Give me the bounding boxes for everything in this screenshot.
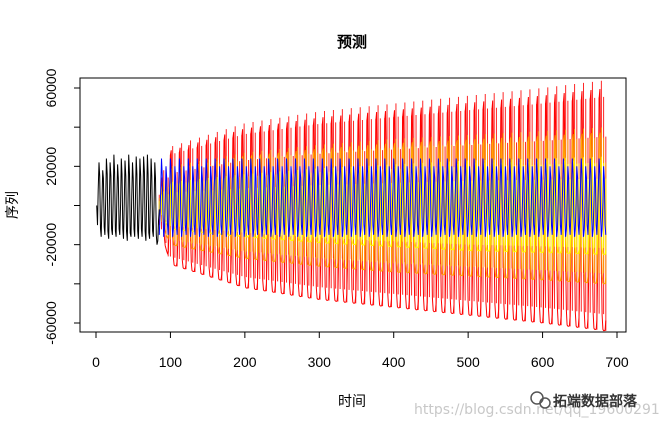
- watermark-url: https://blog.csdn.net/qq_19600291: [414, 402, 660, 418]
- x-tick-label: 300: [308, 354, 332, 370]
- forecast-series-line: [158, 158, 607, 237]
- x-axis-label: 时间: [338, 394, 366, 410]
- wechat-icon: [530, 391, 551, 409]
- x-tick-label: 400: [382, 354, 406, 370]
- y-axis-label: 序列: [5, 191, 21, 219]
- x-tick-label: 500: [456, 354, 480, 370]
- forecast-bands: [158, 80, 607, 332]
- y-axis: -60000 -20000 20000 60000: [43, 68, 81, 345]
- observed-series-line: [96, 154, 160, 245]
- watermark: https://blog.csdn.net/qq_19600291 拓端数据部落: [414, 391, 660, 418]
- chart-title: 预测: [337, 33, 367, 51]
- x-tick-label: 200: [233, 354, 257, 370]
- x-tick-label: 700: [605, 354, 629, 370]
- y-tick-label: 60000: [43, 68, 59, 107]
- y-tick-label: -60000: [43, 301, 59, 345]
- watermark-brand: 拓端数据部落: [553, 393, 638, 410]
- y-tick-label: 20000: [43, 147, 59, 186]
- x-tick-label: 600: [531, 354, 555, 370]
- x-axis: 0 100 200 300 400 500 600 700: [92, 331, 629, 370]
- y-tick-label: -20000: [43, 223, 59, 267]
- forecast-lines: [96, 154, 607, 245]
- x-tick-label: 0: [92, 354, 100, 370]
- x-tick-label: 100: [159, 354, 183, 370]
